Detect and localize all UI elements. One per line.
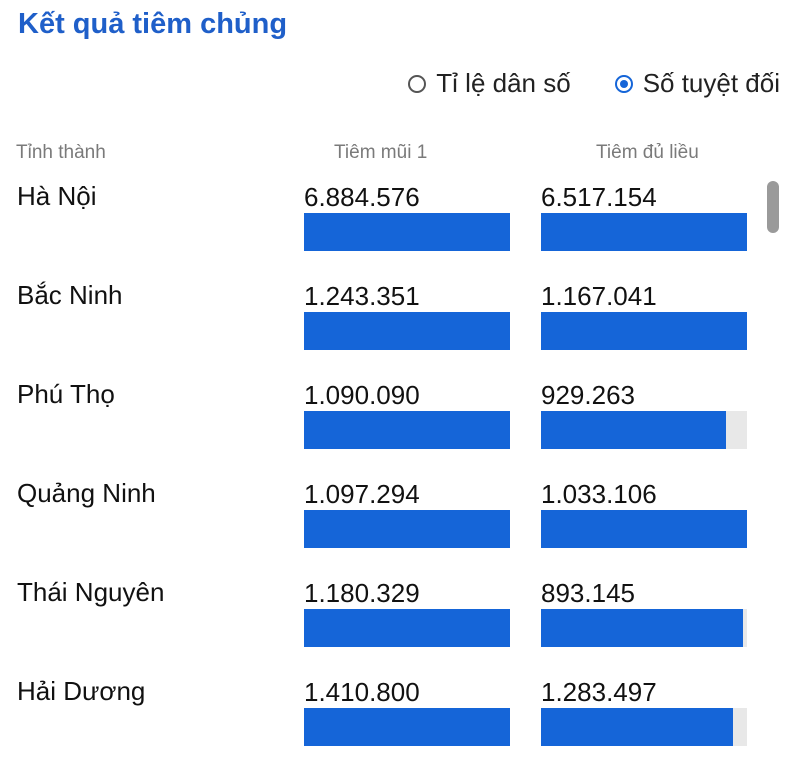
dose1-bar-fill — [304, 510, 510, 548]
full-dose-cell: 6.517.154 — [541, 183, 747, 251]
province-name: Phú Thọ — [17, 379, 115, 409]
province-name: Bắc Ninh — [17, 280, 123, 310]
radio-label: Số tuyệt đối — [642, 68, 780, 98]
radio-circle-icon — [614, 74, 633, 93]
dose1-bar-fill — [304, 708, 510, 746]
full-dose-value: 1.167.041 — [541, 281, 657, 311]
display-mode-toggle: Tỉ lệ dân số Số tuyệt đối — [364, 68, 780, 99]
column-header-dose1: Tiêm mũi 1 — [334, 142, 428, 163]
full-dose-bar — [541, 411, 747, 449]
dose1-cell: 1.097.294 — [304, 480, 510, 548]
radio-population-ratio[interactable]: Tỉ lệ dân số — [408, 68, 571, 99]
full-dose-bar-fill — [541, 312, 747, 350]
full-dose-bar — [541, 510, 747, 548]
full-dose-bar — [541, 708, 747, 746]
dose1-bar — [304, 213, 510, 251]
list-item: Phú Thọ 1.090.090 929.263 — [0, 376, 770, 475]
full-dose-bar-fill — [541, 510, 747, 548]
full-dose-cell: 1.033.106 — [541, 480, 747, 548]
dose1-value: 1.180.329 — [304, 578, 420, 608]
dose1-bar-fill — [304, 213, 510, 251]
dose1-cell: 1.410.800 — [304, 678, 510, 746]
full-dose-cell: 1.283.497 — [541, 678, 747, 746]
dose1-cell: 6.884.576 — [304, 183, 510, 251]
dose1-bar — [304, 312, 510, 350]
full-dose-bar — [541, 213, 747, 251]
dose1-cell: 1.180.329 — [304, 579, 510, 647]
column-header-province: Tỉnh thành — [16, 142, 106, 163]
dose1-value: 1.410.800 — [304, 677, 420, 707]
list-item: Thái Nguyên 1.180.329 893.145 — [0, 574, 770, 673]
column-header-full-dose: Tiêm đủ liều — [596, 142, 699, 163]
dose1-cell: 1.090.090 — [304, 381, 510, 449]
dose1-value: 1.090.090 — [304, 380, 420, 410]
full-dose-bar-fill — [541, 411, 727, 449]
dose1-cell: 1.243.351 — [304, 282, 510, 350]
dose1-value: 1.243.351 — [304, 281, 420, 311]
province-list: Hà Nội 6.884.576 6.517.154 Bắc Ninh 1.24… — [0, 178, 770, 772]
radio-label: Tỉ lệ dân số — [436, 68, 571, 98]
dose1-bar — [304, 708, 510, 746]
full-dose-bar-fill — [541, 213, 747, 251]
full-dose-bar — [541, 609, 747, 647]
list-item: Hải Dương 1.410.800 1.283.497 — [0, 673, 770, 772]
radio-absolute-number[interactable]: Số tuyệt đối — [614, 68, 780, 99]
dose1-bar-fill — [304, 609, 510, 647]
radio-circle-icon — [408, 74, 427, 93]
full-dose-cell: 1.167.041 — [541, 282, 747, 350]
dose1-value: 1.097.294 — [304, 479, 420, 509]
full-dose-bar-fill — [541, 708, 733, 746]
dose1-bar — [304, 510, 510, 548]
full-dose-value: 893.145 — [541, 578, 635, 608]
dose1-value: 6.884.576 — [304, 182, 420, 212]
full-dose-value: 6.517.154 — [541, 182, 657, 212]
full-dose-bar-fill — [541, 609, 743, 647]
full-dose-value: 929.263 — [541, 380, 635, 410]
full-dose-cell: 929.263 — [541, 381, 747, 449]
dose1-bar — [304, 609, 510, 647]
full-dose-value: 1.033.106 — [541, 479, 657, 509]
scrollbar-thumb[interactable] — [767, 181, 779, 233]
full-dose-cell: 893.145 — [541, 579, 747, 647]
dose1-bar — [304, 411, 510, 449]
province-name: Hà Nội — [17, 181, 97, 211]
page-title: Kết quả tiêm chủng — [18, 8, 288, 40]
province-name: Thái Nguyên — [17, 577, 165, 607]
list-item: Bắc Ninh 1.243.351 1.167.041 — [0, 277, 770, 376]
list-item: Hà Nội 6.884.576 6.517.154 — [0, 178, 770, 277]
list-item: Quảng Ninh 1.097.294 1.033.106 — [0, 475, 770, 574]
full-dose-bar — [541, 312, 747, 350]
dose1-bar-fill — [304, 312, 510, 350]
province-name: Hải Dương — [17, 676, 146, 706]
dose1-bar-fill — [304, 411, 510, 449]
full-dose-value: 1.283.497 — [541, 677, 657, 707]
province-name: Quảng Ninh — [17, 478, 156, 508]
